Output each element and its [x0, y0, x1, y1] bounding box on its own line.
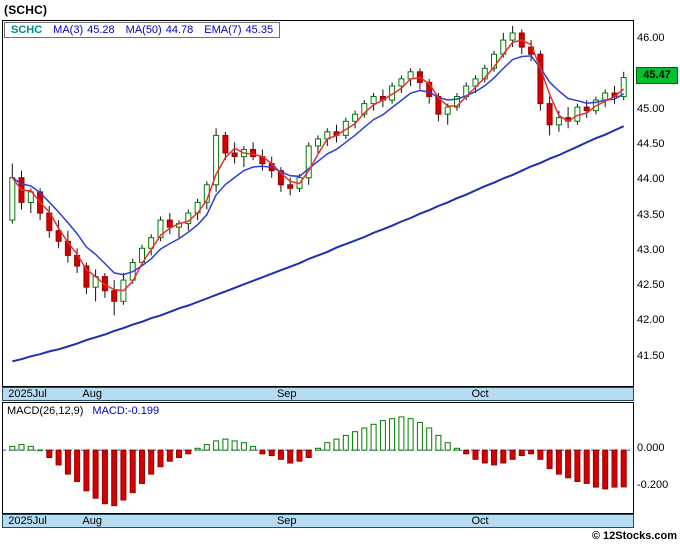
macd-tick-label: 0.000: [637, 442, 665, 455]
watermark: © 12Stocks.com: [591, 530, 677, 542]
price-tick-label: 46.00: [637, 32, 665, 45]
macd-value-label: MACD:-0.199: [92, 405, 160, 417]
price-tick-label: 43.50: [637, 208, 665, 221]
date-label: Aug: [82, 515, 102, 527]
price-tick-label: 44.50: [637, 137, 665, 150]
price-tick-label: 42.50: [637, 279, 665, 292]
chart-legend: SCHC MA(3) 45.28 MA(50) 44.78 EMA(7) 45.35: [4, 22, 281, 38]
last-price-badge: 45.47: [636, 67, 678, 85]
legend-ma3-label: MA(3): [53, 24, 84, 36]
macd-histogram-plot: [3, 416, 633, 507]
candlestick-plot: [9, 25, 627, 363]
page-title: (SCHC): [4, 3, 48, 17]
date-label: Oct: [471, 515, 489, 527]
price-tick-label: 41.50: [637, 349, 665, 362]
date-axis-bottom: 2025Jul Aug Sep Oct: [2, 514, 634, 528]
date-axis-top: 2025Jul Aug Sep Oct: [2, 387, 634, 401]
legend-ma3-value: 45.28: [87, 24, 115, 36]
price-chart-panel: SCHC MA(3) 45.28 MA(50) 44.78 EMA(7) 45.35: [2, 20, 634, 387]
date-label: Sep: [276, 515, 297, 527]
price-tick-label: 45.00: [637, 102, 665, 115]
date-label: Sep: [276, 388, 297, 400]
macd-axis: 0.000 -0.200: [637, 0, 680, 546]
legend-ma50-value: 44.78: [165, 24, 194, 36]
price-tick-label: 43.00: [637, 243, 665, 256]
date-label: 2025Jul: [8, 515, 47, 527]
date-label: 2025Jul: [8, 388, 47, 400]
macd-panel: MACD(26,12,9) MACD:-0.199: [2, 402, 634, 514]
legend-ema7-label: EMA(7): [204, 24, 242, 36]
legend-ema7-value: 45.35: [245, 24, 274, 36]
macd-params-label: MACD(26,12,9): [7, 405, 84, 417]
date-label: Oct: [471, 388, 489, 400]
legend-ma50-label: MA(50): [125, 24, 162, 36]
macd-labels: MACD(26,12,9) MACD:-0.199: [7, 405, 159, 417]
price-tick-label: 42.00: [637, 314, 665, 327]
price-tick-label: 44.00: [637, 173, 665, 186]
date-label: Aug: [82, 388, 102, 400]
macd-tick-label: -0.200: [637, 479, 669, 492]
legend-symbol: SCHC: [11, 24, 43, 36]
